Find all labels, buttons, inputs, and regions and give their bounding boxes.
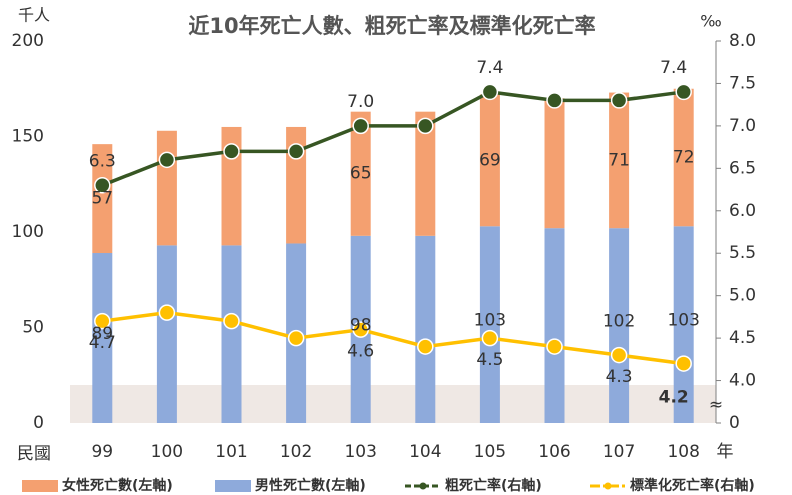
bar [222,245,242,423]
line-marker [418,339,433,354]
line-marker [676,356,691,371]
y-tick-label: 0 [33,413,44,433]
legend-swatch [605,483,612,490]
bar-value-label: 72 [673,148,695,168]
legend-label: 女性死亡數(左軸) [62,477,173,494]
legend-label: 標準化死亡率(右軸) [630,477,755,494]
line-marker [289,144,304,159]
line-marker [547,339,562,354]
line-marker [159,152,174,167]
y2-tick-label: 6.5 [729,158,756,178]
line-marker [224,314,239,329]
x-axis-unit: 年 [717,442,734,462]
y2-tick-label: 4.0 [729,371,756,391]
y2-tick-label: 5.0 [729,286,756,306]
x-tick-label: 106 [538,442,570,462]
y-tick-label: 200 [12,31,44,51]
bar [157,131,177,246]
x-tick-label: 104 [409,442,441,462]
bar-value-label: 71 [608,150,630,170]
y2-tick-label: 0 [729,413,740,433]
legend-swatch [420,483,427,490]
bar [157,245,177,423]
x-tick-label: 102 [280,442,312,462]
bar-value-label: 57 [91,189,113,209]
legend-swatch [215,480,251,492]
legend-label: 男性死亡數(左軸) [255,477,366,494]
y2-tick-label: 7.0 [729,116,756,136]
y2-tick-label: 6.0 [729,201,756,221]
y-tick-label: 150 [12,127,44,147]
bar-value-label: 69 [479,150,501,170]
x-axis-label: 民國 [17,444,51,464]
y2-tick-label: 8.0 [729,31,756,51]
x-tick-label: 99 [91,442,113,462]
line-marker [289,331,304,346]
line-value-label: 6.3 [89,151,116,171]
bar [545,98,565,228]
line-value-label: 7.0 [347,92,374,112]
bar-value-label: 65 [350,164,372,184]
x-tick-label: 107 [603,442,635,462]
line-value-label: 4.6 [347,342,374,362]
chart: 近10年死亡人數、粗死亡率及標準化死亡率 千人 ‰ 民國 年 0 50 100 150… [0,0,792,495]
line-marker [353,118,368,133]
line-marker [482,84,497,99]
line-marker [676,84,691,99]
y2-tick-label: 4.5 [729,328,756,348]
line-value-label: 4.5 [476,350,503,370]
y2-tick-label: 5.5 [729,243,756,263]
legend-swatch [22,480,58,492]
line-value-label: 7.4 [476,58,503,78]
line-marker [612,93,627,108]
line [102,313,683,364]
line-marker [418,118,433,133]
bar [415,236,435,423]
bar [545,228,565,423]
y2-axis-label: ‰ [700,12,721,31]
legend-label: 粗死亡率(右軸) [445,477,542,494]
line-marker [612,348,627,363]
line-marker [159,305,174,320]
y-tick-label: 100 [12,222,44,242]
bar-value-label: 102 [603,312,635,332]
line-marker [482,331,497,346]
y2-tick-label: 7.5 [729,73,756,93]
x-tick-label: 100 [151,442,183,462]
line-marker [547,93,562,108]
chart-title: 近10年死亡人數、粗死亡率及標準化死亡率 [188,14,595,38]
y-tick-label: 50 [22,318,44,338]
line-value-label: 4.2 [659,388,689,408]
line-value-label: 4.7 [89,333,116,353]
bar-value-label: 103 [667,311,699,331]
line-marker [224,144,239,159]
x-tick-label: 101 [215,442,247,462]
line-value-label: 7.4 [660,58,687,78]
bar-value-label: 98 [350,315,372,335]
x-tick-label: 103 [344,442,376,462]
line-value-label: 4.3 [606,367,633,387]
x-tick-label: 105 [474,442,506,462]
x-tick-label: 108 [667,442,699,462]
axis-break: ≈ [709,395,723,415]
bar-value-label: 103 [474,311,506,331]
y-axis-label: 千人 [18,6,50,25]
line [102,92,683,185]
